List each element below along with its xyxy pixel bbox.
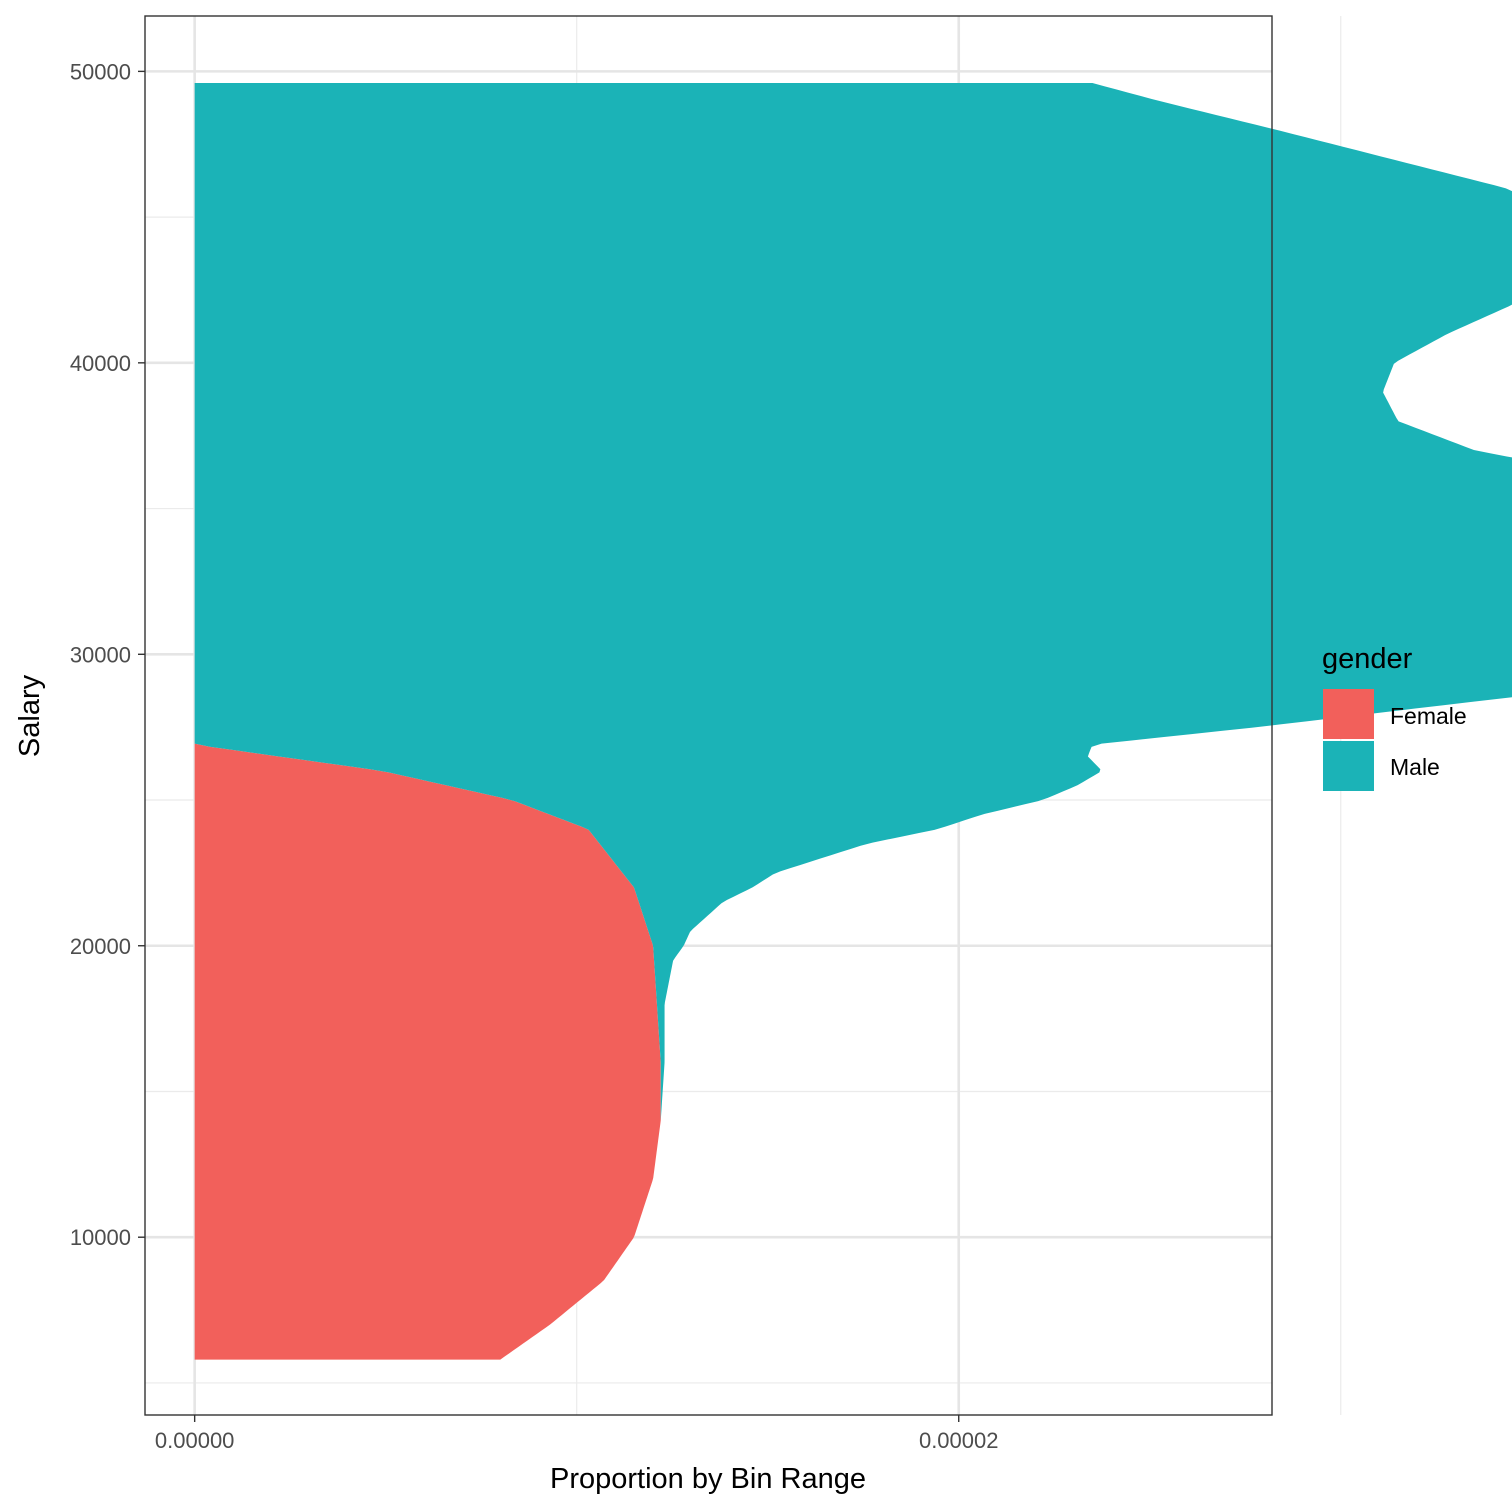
x-tick-label: 0.00002 xyxy=(919,1428,999,1453)
density-areas xyxy=(194,83,1512,1360)
legend-key-female xyxy=(1323,689,1374,739)
area-male xyxy=(194,83,1512,1360)
panel-border xyxy=(144,15,1273,1416)
y-tick-label: 50000 xyxy=(70,59,131,84)
x-axis-title: Proportion by Bin Range xyxy=(550,1463,866,1495)
x-tick-label: 0.00000 xyxy=(155,1428,235,1453)
y-tick-label: 20000 xyxy=(70,934,131,959)
y-axis-title: Salary xyxy=(14,674,46,757)
legend-key-male xyxy=(1323,741,1374,791)
area-female xyxy=(194,83,661,1360)
legend-title: gender xyxy=(1322,643,1413,675)
legend-label-female: Female xyxy=(1390,703,1467,729)
y-tick-label: 40000 xyxy=(70,351,131,376)
legend: gender Female Male xyxy=(1322,643,1467,791)
y-tick-label: 30000 xyxy=(70,642,131,667)
y-tick-label: 10000 xyxy=(70,1225,131,1250)
y-axis: 10000 20000 30000 40000 50000 xyxy=(70,59,145,1250)
legend-label-male: Male xyxy=(1390,754,1440,780)
